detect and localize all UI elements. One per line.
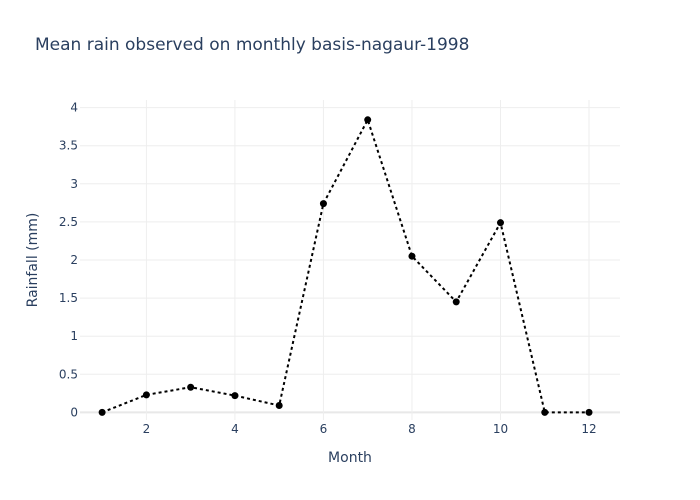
rainfall-series-line: [101, 117, 589, 414]
x-tick-label: 2: [143, 422, 151, 436]
y-tick-labels: 0 0.5 1 1.5 2 2.5 3 3.5 4: [59, 101, 78, 420]
data-points: [98, 116, 593, 416]
data-point-marker: [585, 408, 593, 416]
x-axis-title: Month: [328, 450, 372, 466]
data-point-marker: [275, 402, 283, 410]
x-tick-label: 4: [231, 422, 239, 436]
data-point-marker: [319, 200, 327, 208]
y-tick-label: 0.5: [59, 367, 78, 381]
grid-lines: [80, 100, 620, 420]
data-point-marker: [98, 408, 106, 416]
x-tick-label: 6: [320, 422, 328, 436]
y-tick-label: 2.5: [59, 215, 78, 229]
data-point-marker: [364, 116, 372, 124]
data-point-marker: [231, 392, 239, 400]
x-tick-label: 8: [408, 422, 416, 436]
y-axis-title: Rainfall (mm): [25, 213, 41, 308]
y-tick-label: 0: [70, 405, 78, 419]
x-tick-label: 10: [493, 422, 508, 436]
data-point-marker: [496, 219, 504, 227]
y-tick-label: 3.5: [59, 139, 78, 153]
data-point-marker: [187, 383, 195, 391]
chart-title: Mean rain observed on monthly basis-naga…: [35, 35, 469, 55]
y-tick-label: 2: [70, 253, 78, 267]
y-tick-label: 1: [70, 329, 78, 343]
y-tick-label: 1.5: [59, 291, 78, 305]
data-point-marker: [142, 391, 150, 399]
data-point-marker: [452, 298, 460, 306]
y-tick-label: 4: [70, 101, 78, 115]
x-tick-label: 12: [581, 422, 596, 436]
x-tick-labels: 2 4 6 8 10 12: [143, 422, 597, 436]
data-point-marker: [408, 252, 416, 260]
data-point-marker: [541, 408, 549, 416]
y-tick-label: 3: [70, 177, 78, 191]
